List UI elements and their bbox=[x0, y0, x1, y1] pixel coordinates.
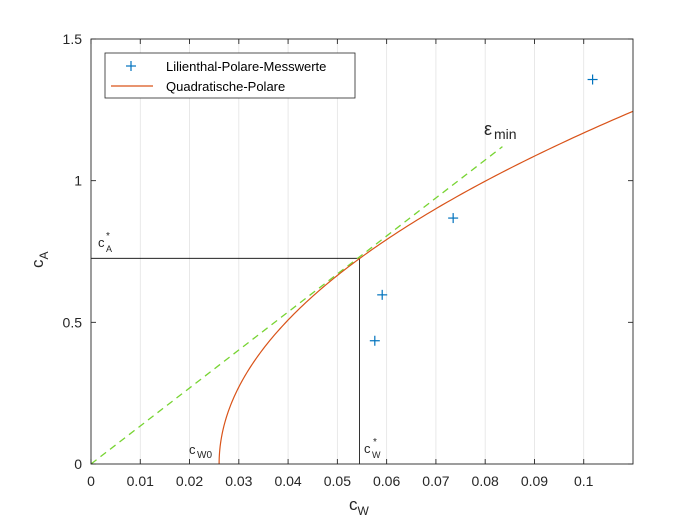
measured-points bbox=[369, 74, 598, 346]
y-axis-label: cA bbox=[28, 251, 51, 268]
y-tick-label: 1.5 bbox=[63, 31, 83, 47]
cw0-sub: W0 bbox=[197, 450, 212, 461]
legend-label-measured: Lilienthal-Polare-Messwerte bbox=[166, 59, 326, 74]
legend-marker-measured bbox=[126, 61, 136, 71]
x-tick-label: 0.01 bbox=[127, 473, 154, 489]
x-axis-label-subscript: W bbox=[358, 504, 370, 518]
y-tick-label: 0 bbox=[74, 456, 82, 472]
cw-star-sup: * bbox=[373, 437, 377, 448]
x-tick-label: 0.1 bbox=[574, 473, 594, 489]
x-tick-label: 0 bbox=[87, 473, 95, 489]
x-axis-ticks: 0 0.01 0.02 0.03 0.04 0.05 0.06 0.07 0.08 0.09 0.1 bbox=[87, 39, 594, 489]
annotation-eps-min: ε min bbox=[484, 119, 517, 142]
x-tick-label: 0.08 bbox=[472, 473, 499, 489]
quadratic-polar-curve bbox=[218, 110, 634, 465]
x-tick-label: 0.09 bbox=[521, 473, 548, 489]
y-tick-label: 1 bbox=[74, 173, 82, 189]
measured-point bbox=[369, 335, 380, 346]
x-tick-label: 0.07 bbox=[422, 473, 449, 489]
legend-label-quadratic: Quadratische-Polare bbox=[166, 79, 285, 94]
ca-star-sub: A bbox=[106, 244, 112, 254]
plot-area bbox=[91, 39, 633, 464]
x-tick-label: 0.05 bbox=[324, 473, 351, 489]
cw0-main: c bbox=[189, 442, 196, 457]
measured-point bbox=[448, 213, 459, 224]
annotation-cw-star: c * W bbox=[364, 437, 381, 460]
ca-star-main: c bbox=[98, 235, 105, 250]
x-tick-label: 0.06 bbox=[373, 473, 400, 489]
grid bbox=[139, 39, 585, 464]
x-tick-label: 0.04 bbox=[274, 473, 301, 489]
eps-min-sub: min bbox=[494, 126, 517, 142]
cw-star-sub: W bbox=[372, 450, 381, 460]
ca-star-sup: * bbox=[106, 231, 110, 242]
annotation-cw0: c W0 bbox=[189, 442, 212, 461]
y-tick-label: 0.5 bbox=[63, 314, 83, 330]
axes-box bbox=[90, 38, 634, 465]
y-axis-ticks: 0 0.5 1 1.5 bbox=[63, 31, 633, 472]
legend: Lilienthal-Polare-Messwerte Quadratische… bbox=[104, 52, 356, 99]
x-tick-label: 0.03 bbox=[225, 473, 252, 489]
legend-box bbox=[104, 52, 356, 99]
annotation-ca-star: c * A bbox=[98, 231, 112, 254]
x-axis-label: cW bbox=[349, 495, 370, 518]
eps-min-main: ε bbox=[484, 119, 492, 139]
y-axis-label-subscript: A bbox=[37, 251, 51, 259]
axes-frame bbox=[90, 38, 634, 465]
tangent-line-eps-min bbox=[90, 146, 503, 465]
measured-point bbox=[377, 289, 388, 300]
cw-star-main: c bbox=[364, 441, 371, 456]
measured-point bbox=[587, 74, 598, 85]
x-tick-label: 0.02 bbox=[176, 473, 203, 489]
